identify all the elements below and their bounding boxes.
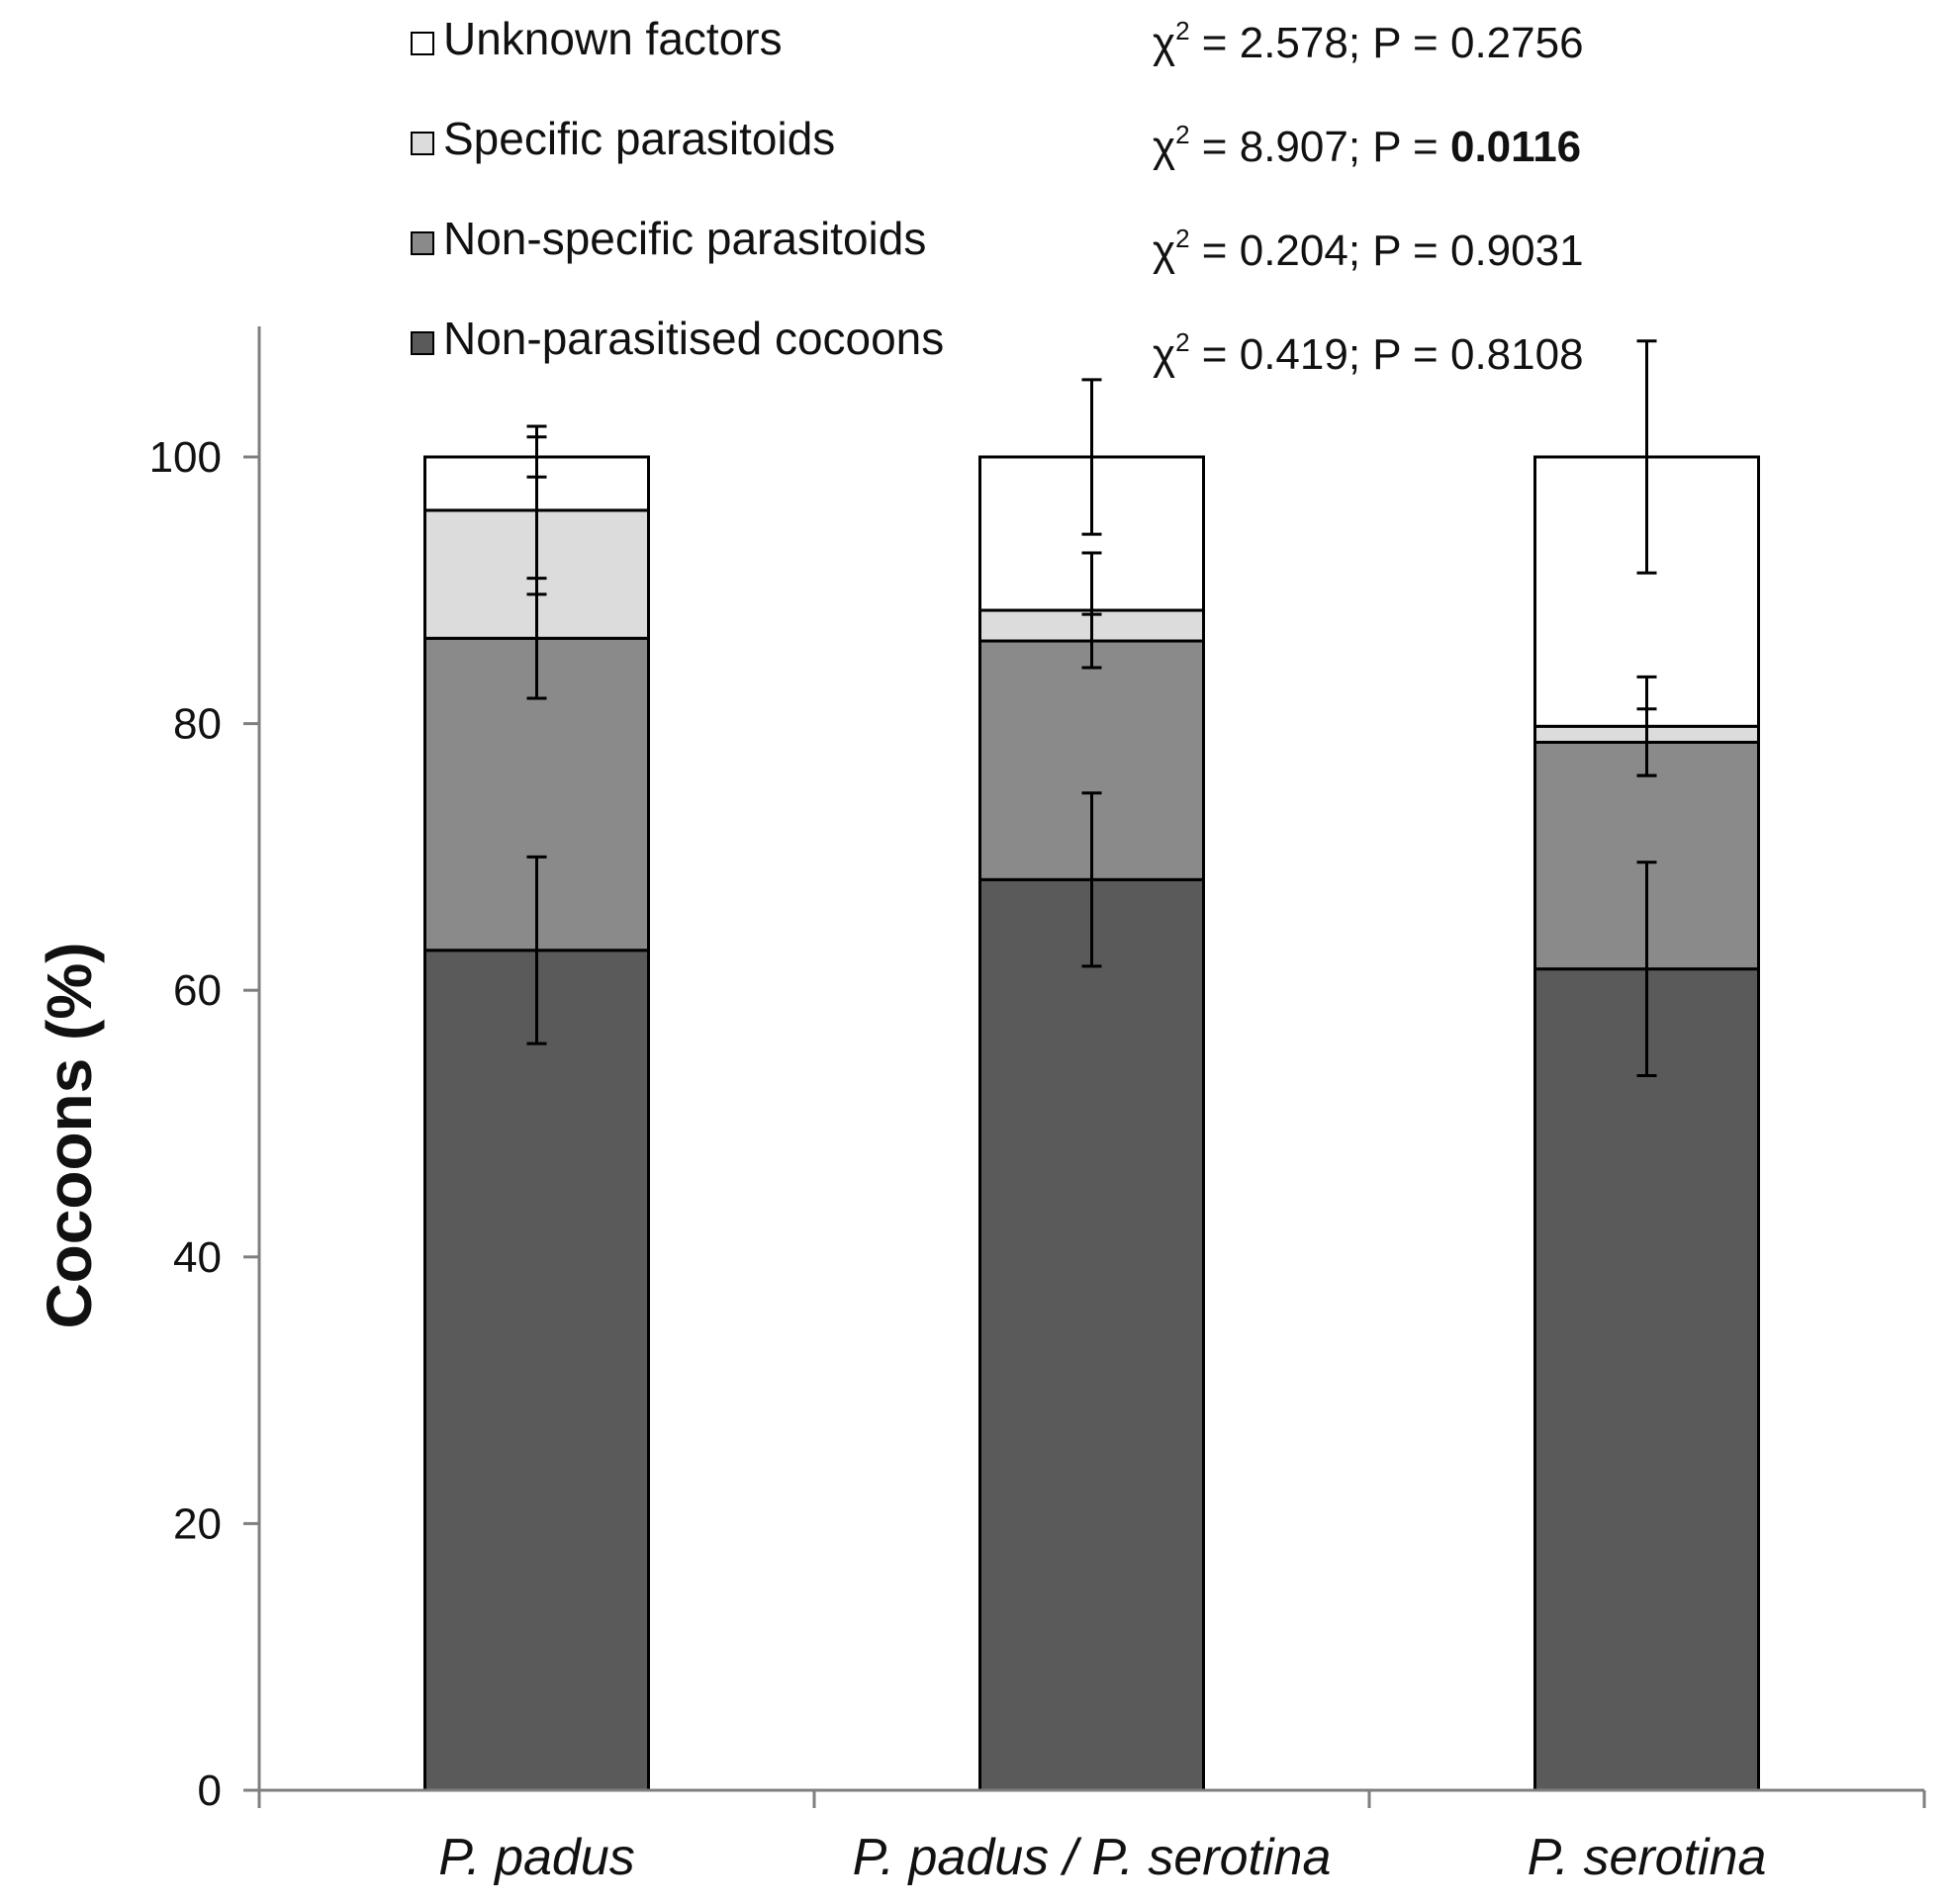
legend-label: Unknown factors (443, 13, 783, 64)
y-tick-label: 80 (173, 700, 222, 749)
statistic-line: χ2 = 8.907; P = 0.0116 (1153, 120, 1581, 171)
error-bars-layer (526, 339, 1657, 1077)
legend-label: Specific parasitoids (443, 113, 835, 164)
x-tick-label: P. serotina (1528, 1829, 1767, 1886)
legend-label: Non-parasitised cocoons (443, 313, 944, 364)
axes-layer: P. padus P. padus / P. serotina P. serotin… (34, 326, 1926, 1886)
x-tick-label: P. padus (438, 1829, 635, 1886)
statistic-line: χ2 = 0.204; P = 0.9031 (1153, 224, 1584, 275)
legend-swatch (411, 32, 434, 55)
y-tick-label: 60 (173, 966, 222, 1015)
legend-swatch (411, 331, 434, 355)
y-axis-title: Cocoons (%) (34, 942, 105, 1328)
bar-segment (423, 949, 650, 1792)
legend-label: Non-specific parasitoids (443, 213, 926, 264)
y-tick-label: 20 (173, 1499, 222, 1548)
statistic-line: χ2 = 2.578; P = 0.2756 (1153, 16, 1584, 67)
y-tick-label: 0 (198, 1767, 222, 1815)
y-tick-label: 40 (173, 1233, 222, 1282)
statistics-panel: χ2 = 2.578; P = 0.2756 χ2 = 8.907; P = 0.… (1153, 16, 1584, 379)
statistic-line: χ2 = 0.419; P = 0.8108 (1153, 327, 1584, 379)
legend-swatch (411, 231, 434, 255)
bar-segment (1533, 967, 1760, 1792)
legend-swatch (411, 132, 434, 155)
y-tick-label: 100 (149, 433, 222, 482)
legend: Unknown factors Specific parasitoids Non-s… (411, 13, 944, 364)
bar-segment (978, 877, 1205, 1792)
x-tick-label: P. padus / P. serotina (853, 1829, 1332, 1886)
